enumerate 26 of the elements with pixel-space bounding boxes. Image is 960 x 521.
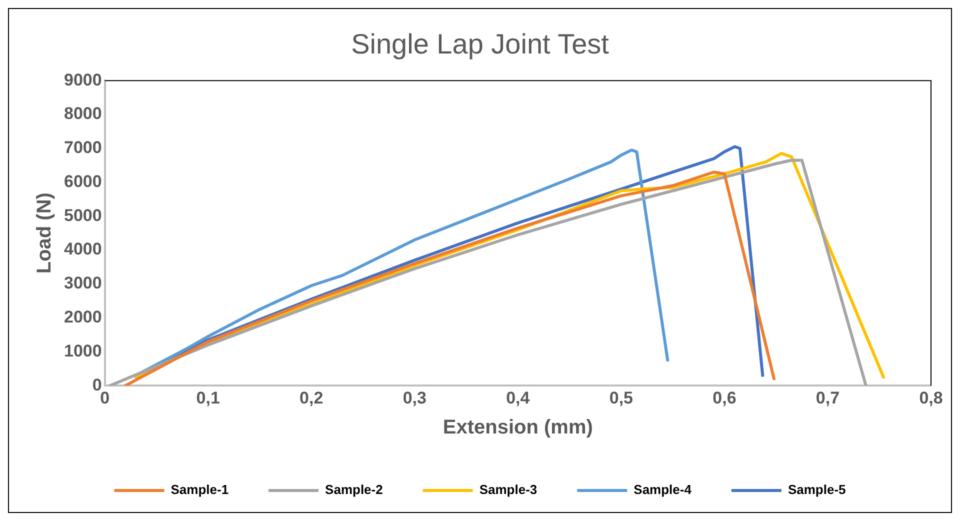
y-tick-label: 3000: [64, 274, 102, 293]
legend-label: Sample-5: [788, 482, 846, 498]
legend-label: Sample-1: [170, 482, 229, 498]
y-tick-label: 4000: [64, 240, 102, 259]
legend-label: Sample-4: [634, 482, 692, 498]
x-axis-title: Extension (mm): [442, 416, 593, 439]
x-tick-label: 0,6: [712, 388, 736, 408]
x-tick-label: 0,4: [506, 388, 530, 408]
y-tick-label: 2000: [64, 308, 102, 327]
legend-label: Sample-2: [325, 482, 383, 498]
x-tick-label: 0,2: [300, 388, 324, 408]
y-tick-label: 0: [92, 375, 102, 394]
x-tick-label: 0,7: [816, 388, 840, 408]
legend-label: Sample-3: [479, 482, 538, 498]
y-tick-label: 6000: [64, 172, 102, 191]
x-tick-label: 0,8: [919, 388, 943, 408]
y-axis-title: Load (N): [34, 192, 56, 274]
x-tick-label: 0,1: [196, 388, 220, 408]
y-tick-label: 5000: [64, 206, 102, 225]
y-tick-label: 9000: [64, 70, 102, 90]
y-tick-label: 1000: [64, 341, 102, 360]
x-tick-label: 0,3: [402, 388, 426, 408]
y-tick-label: 8000: [64, 104, 102, 124]
y-tick-label: 7000: [64, 138, 102, 158]
chart-title: Single Lap Joint Test: [351, 28, 610, 60]
x-tick-label: 0,5: [609, 388, 633, 408]
